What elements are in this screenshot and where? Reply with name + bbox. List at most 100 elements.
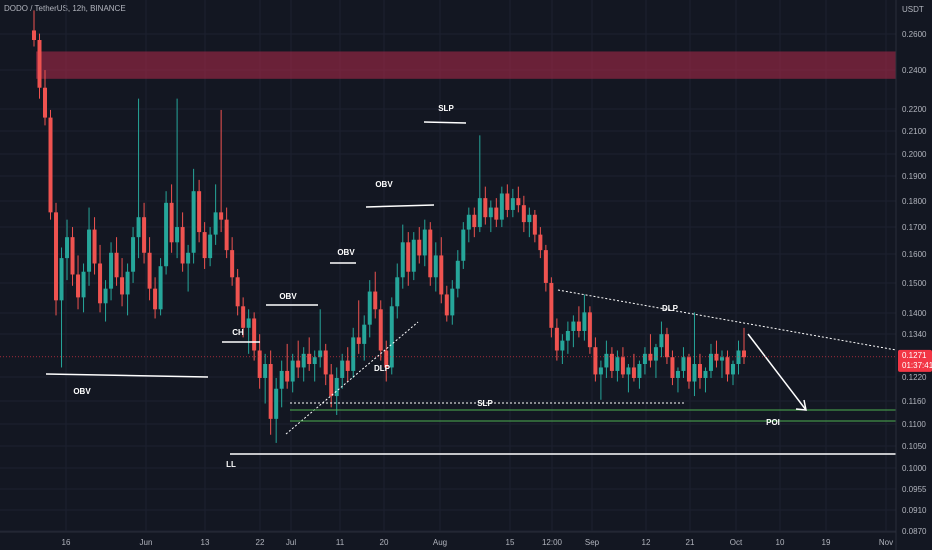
candle-body: [637, 364, 642, 378]
candle-body: [598, 367, 603, 375]
obv-line-4: [365, 204, 435, 208]
candles-layer: [32, 10, 746, 443]
candle-body: [340, 360, 345, 378]
y-tick-label: 0.2100: [902, 127, 927, 136]
x-tick-label: Oct: [730, 538, 743, 547]
projection-arrow-head: [795, 399, 807, 411]
x-tick-label: Sep: [585, 538, 600, 547]
candle-body: [202, 232, 207, 259]
annotations-layer: OBV CH OBV OBV OBV SLP DLP SLP DLP POI LL: [45, 104, 897, 469]
candle-body: [708, 353, 713, 371]
slp-label-bottom: SLP: [477, 399, 493, 408]
candle-body: [461, 229, 466, 261]
candle-body: [235, 277, 240, 307]
obv-label-4: OBV: [375, 180, 393, 189]
y-tick-label: 0.2200: [902, 105, 927, 114]
candle-body: [494, 207, 499, 220]
x-tick-label: Jul: [286, 538, 296, 547]
candle-body: [686, 357, 691, 382]
candle-body: [428, 229, 433, 278]
candle-body: [345, 360, 350, 371]
candle-body: [571, 321, 576, 331]
candle-body: [653, 347, 658, 361]
supply-zone-layer: [36, 51, 896, 79]
candle-body: [268, 364, 273, 419]
projection-arrow-line: [747, 333, 807, 411]
candle-body: [582, 312, 587, 331]
candle-body: [208, 234, 213, 259]
candle-body: [147, 252, 152, 289]
y-tick-label: 0.2400: [902, 66, 927, 75]
candle-body: [285, 370, 290, 382]
candle-body: [587, 312, 592, 348]
candle-body: [136, 217, 141, 238]
candle-body: [296, 360, 301, 368]
candle-body: [642, 353, 647, 365]
candle-body: [499, 193, 504, 220]
candle-body: [323, 350, 328, 375]
candle-body: [395, 277, 400, 307]
candle-body: [565, 330, 570, 341]
candle-body: [219, 212, 224, 220]
candle-body: [378, 309, 383, 351]
candle-body: [400, 242, 405, 278]
candle-body: [109, 252, 114, 289]
candle-body: [615, 357, 620, 371]
candle-body: [362, 324, 367, 344]
ll-label: LL: [226, 460, 236, 469]
candle-body: [252, 318, 257, 351]
x-tick-label: 22: [256, 538, 265, 547]
x-tick-label: 19: [822, 538, 831, 547]
x-tick-label: Nov: [879, 538, 893, 547]
candle-body: [230, 250, 235, 278]
y-tick-label: 0.1400: [902, 309, 927, 318]
last-price-countdown: 01:37:41: [902, 361, 932, 370]
candle-body: [730, 364, 735, 375]
slp-label-top: SLP: [438, 104, 454, 113]
candle-body: [670, 357, 675, 378]
x-tick-label: 16: [62, 538, 71, 547]
candle-body: [70, 237, 75, 275]
candle-body: [697, 364, 702, 378]
last-price-value: 0.1271: [902, 351, 927, 360]
candle-body: [576, 321, 581, 331]
candle-body: [538, 234, 543, 251]
currency-label: USDT: [902, 5, 924, 14]
candle-body: [439, 255, 444, 295]
x-tick-label: Aug: [433, 538, 447, 547]
y-tick-label: 0.1050: [902, 442, 927, 451]
candle-body: [153, 288, 158, 310]
candle-body: [59, 258, 64, 301]
x-tick-label: 21: [686, 538, 695, 547]
x-tick-label: 20: [380, 538, 389, 547]
candle-body: [455, 260, 460, 289]
y-tick-label: 0.2600: [902, 30, 927, 39]
candle-body: [527, 214, 532, 223]
candle-body: [103, 288, 108, 304]
candle-body: [186, 252, 191, 264]
candle-body: [505, 193, 510, 210]
candle-body: [488, 207, 493, 218]
candle-body: [433, 255, 438, 278]
dlp-label-left: DLP: [374, 364, 391, 373]
candle-body: [648, 353, 653, 361]
candle-body: [626, 367, 631, 375]
y-tick-label: 0.1500: [902, 279, 927, 288]
y-tick-label: 0.1800: [902, 197, 927, 206]
candle-body: [422, 229, 427, 256]
candle-body: [54, 212, 59, 301]
candle-body: [120, 277, 125, 295]
candle-body: [681, 357, 686, 371]
symbol-header: DODO / TetherUS, 12h, BINANCE: [4, 4, 126, 13]
candle-body: [549, 282, 554, 328]
candle-body: [411, 239, 416, 272]
y-tick-label: 0.1160: [902, 397, 926, 406]
candle-body: [43, 87, 48, 118]
candle-body: [510, 198, 515, 210]
candle-body: [604, 353, 609, 368]
y-tick-label: 0.0910: [902, 506, 927, 515]
candle-body: [224, 219, 229, 251]
candle-body: [257, 350, 262, 378]
